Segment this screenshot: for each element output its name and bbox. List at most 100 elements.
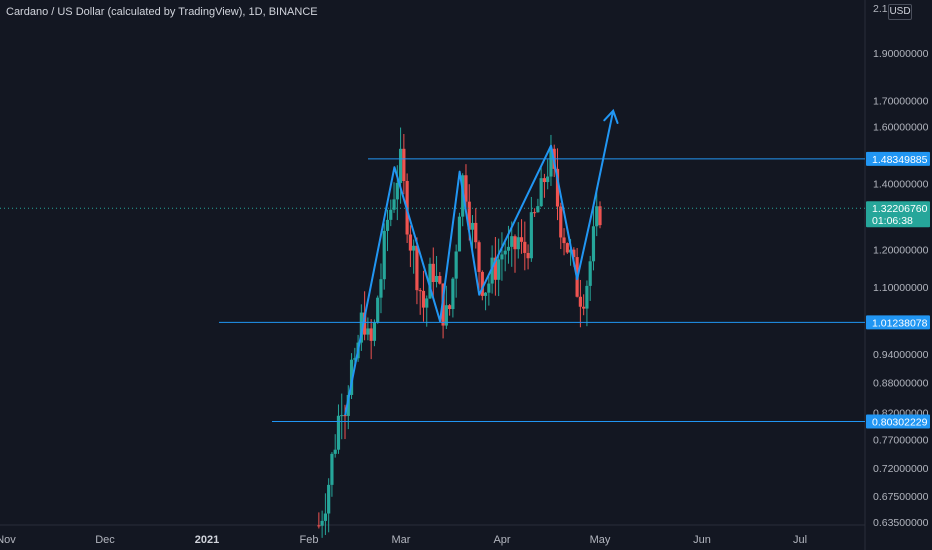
candle-body — [555, 168, 560, 207]
candle-body — [506, 246, 511, 251]
candle-body — [408, 234, 412, 251]
price-tick-label: 1.40000000 — [873, 179, 929, 191]
candle — [513, 234, 517, 273]
price-label-box — [866, 201, 930, 228]
candle — [474, 208, 478, 249]
time-tick-label: Jun — [693, 534, 711, 546]
candle-body — [546, 176, 550, 183]
candle — [470, 215, 475, 253]
candle-body — [578, 296, 582, 307]
candle-body — [457, 216, 462, 252]
candle-body — [327, 484, 331, 514]
candle-body — [333, 449, 337, 454]
candle — [542, 173, 547, 198]
candle — [493, 236, 497, 296]
candle-body — [451, 278, 455, 310]
candle-body — [487, 283, 491, 293]
candle — [448, 303, 452, 316]
candle-body — [366, 328, 370, 335]
candle — [412, 239, 416, 274]
countdown-text: 01:06:38 — [872, 215, 913, 227]
price-tick-label: 1.10000000 — [873, 282, 929, 294]
candle-body — [523, 241, 527, 253]
candle — [392, 182, 396, 213]
time-tick-label: May — [590, 534, 611, 546]
candle — [425, 295, 429, 327]
candle — [480, 270, 484, 301]
candle-body — [340, 415, 344, 417]
pattern-polyline[interactable] — [344, 110, 615, 416]
candle-body — [542, 178, 547, 183]
candle — [451, 277, 455, 318]
candle-body — [503, 250, 507, 255]
price-tick-label: 1.90000000 — [873, 48, 929, 60]
time-tick-label: Apr — [493, 534, 510, 546]
price-tick-label: 0.77000000 — [873, 435, 929, 447]
candle-body — [565, 243, 569, 253]
price-tick-label: 1.20000000 — [873, 245, 929, 257]
candle — [588, 255, 592, 301]
time-tick-label: 2021 — [195, 534, 219, 546]
candle — [539, 166, 543, 207]
candle-body — [513, 236, 517, 250]
candle — [477, 240, 481, 294]
currency-button[interactable]: USD — [888, 4, 912, 20]
candle — [454, 244, 458, 298]
candle — [598, 201, 602, 229]
candle — [516, 222, 520, 259]
candle — [421, 270, 426, 322]
candle — [323, 493, 327, 536]
candle — [595, 187, 599, 237]
time-tick-label: Nov — [0, 534, 16, 546]
candle-body — [385, 219, 390, 231]
level-price-label: 1.48349885 — [866, 151, 930, 166]
candle — [591, 204, 596, 271]
candle-body — [379, 279, 383, 298]
pattern-drawing-layer — [344, 108, 619, 416]
candle — [372, 319, 377, 347]
candle-body — [395, 182, 399, 200]
candle — [320, 510, 324, 538]
candle-body — [510, 236, 514, 247]
candle-body — [454, 251, 458, 279]
candle — [379, 263, 383, 314]
candle — [402, 133, 406, 195]
candle-body — [376, 297, 380, 323]
price-tick-label: 0.88000000 — [873, 377, 929, 389]
candle-body — [389, 209, 393, 220]
candle-body — [585, 285, 589, 309]
candle-body — [467, 201, 471, 230]
candle-body — [582, 306, 586, 309]
candle-body — [519, 237, 524, 242]
candle-body — [490, 257, 494, 284]
candle-body — [349, 359, 354, 395]
candle-body — [346, 394, 350, 416]
candle-body — [343, 415, 347, 417]
candle-body — [317, 525, 321, 527]
candle-body — [516, 237, 520, 250]
candle — [438, 272, 442, 285]
candle-body — [418, 290, 422, 292]
candle — [317, 512, 321, 529]
candle-body — [529, 212, 533, 259]
candle — [349, 353, 354, 399]
candle — [376, 295, 380, 324]
candle — [336, 404, 341, 454]
candle-body — [382, 230, 386, 280]
price-axis[interactable]: 2.1 1.90000000 1.70000000 1.60000000 1.40000… — [873, 3, 929, 529]
candle-body — [330, 453, 334, 485]
price-tick-label: 1.70000000 — [873, 96, 929, 108]
candle-body — [474, 222, 478, 243]
time-axis[interactable]: Nov Dec 2021 Feb Mar Apr May Jun Jul — [0, 534, 807, 546]
candle — [519, 219, 524, 254]
candle-body — [464, 175, 468, 202]
candle — [500, 232, 504, 281]
candle-body — [562, 237, 566, 244]
candle — [523, 221, 527, 271]
candle-body — [421, 290, 426, 308]
candle-body — [568, 249, 573, 253]
candle-body — [323, 513, 327, 521]
candle — [585, 280, 589, 327]
